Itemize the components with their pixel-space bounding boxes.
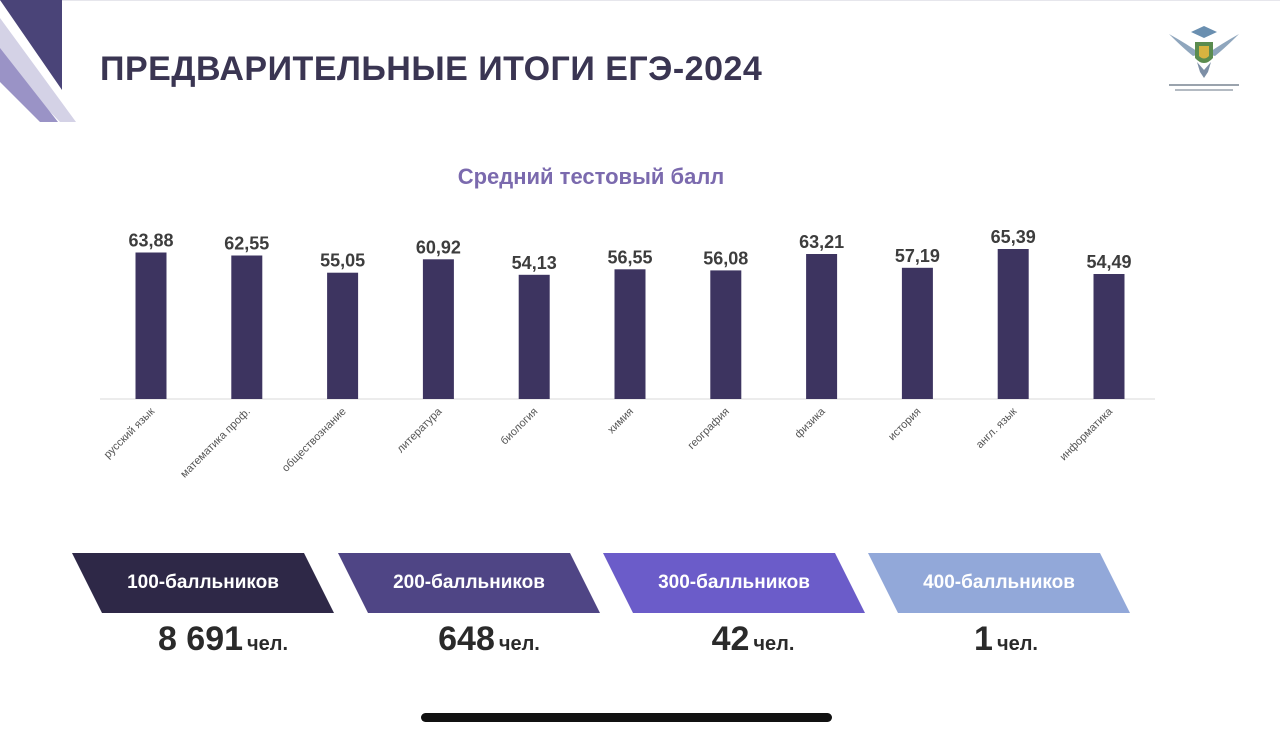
stat-label: 100-балльников xyxy=(127,572,279,593)
count-unit: чел. xyxy=(753,633,795,655)
bar xyxy=(1093,274,1125,399)
top-divider xyxy=(0,0,1280,1)
category-label: англ. язык xyxy=(974,406,1020,452)
category-label: информатика xyxy=(1058,405,1116,463)
bar xyxy=(901,267,933,399)
count-number: 42 xyxy=(711,620,750,658)
bar xyxy=(422,259,454,399)
ministry-logo xyxy=(1169,26,1239,91)
category-label: литература xyxy=(395,405,445,455)
bar xyxy=(710,270,742,399)
badge-shape xyxy=(338,553,600,613)
slide-title: ПРЕДВАРИТЕЛЬНЫЕ ИТОГИ ЕГЭ-2024 xyxy=(100,50,763,88)
value-label: 60,92 xyxy=(416,237,461,257)
value-label: 54,13 xyxy=(512,253,557,273)
badge-shape xyxy=(868,553,1130,613)
category-label: история xyxy=(886,406,923,443)
count-number: 648 xyxy=(438,620,495,658)
bar-chart: Средний тестовый балл 63,88 русский язык 6… xyxy=(100,164,1155,481)
bar xyxy=(327,272,359,399)
stat-label: 200-балльников xyxy=(393,572,545,593)
value-label: 65,39 xyxy=(991,227,1036,247)
category-label: география xyxy=(686,406,732,452)
category-label: русский язык xyxy=(102,406,157,461)
value-label: 56,55 xyxy=(607,247,652,267)
value-label: 63,21 xyxy=(799,232,844,252)
count-unit: чел. xyxy=(247,633,289,655)
stat-count-300: 42 чел. xyxy=(622,620,884,659)
stat-count-400: 1 чел. xyxy=(875,620,1137,659)
category-label: математика проф. xyxy=(178,406,253,481)
badge-shape xyxy=(603,553,865,613)
home-indicator[interactable] xyxy=(421,713,832,722)
corner-decoration xyxy=(0,0,76,122)
bar xyxy=(518,274,550,399)
stat-label: 400-балльников xyxy=(923,572,1075,593)
stat-badge-100: 100-балльников xyxy=(72,553,334,613)
bar xyxy=(997,249,1029,399)
stat-badge-300: 300-балльников xyxy=(603,553,865,613)
stat-count-100: 8 691 чел. xyxy=(92,620,354,659)
stat-label: 300-балльников xyxy=(658,572,810,593)
value-label: 55,05 xyxy=(320,251,365,271)
stat-badge-400: 400-балльников xyxy=(868,553,1130,613)
value-label: 54,49 xyxy=(1086,252,1131,272)
count-number: 1 xyxy=(974,620,993,658)
bar xyxy=(806,254,838,399)
stat-count-200: 648 чел. xyxy=(358,620,620,659)
stat-badge-200: 200-балльников xyxy=(338,553,600,613)
count-unit: чел. xyxy=(498,633,540,655)
count-number: 8 691 xyxy=(157,620,244,658)
bar xyxy=(135,252,167,399)
value-label: 63,88 xyxy=(128,231,173,251)
badge-shape xyxy=(72,553,334,613)
value-label: 57,19 xyxy=(895,246,940,266)
category-label: обществознание xyxy=(280,406,349,475)
value-label: 56,08 xyxy=(703,248,748,268)
category-label: физика xyxy=(793,405,829,441)
bar xyxy=(614,269,646,399)
category-label: биология xyxy=(499,406,541,448)
value-label: 62,55 xyxy=(224,234,269,254)
bar xyxy=(231,255,263,399)
count-unit: чел. xyxy=(996,633,1038,655)
chart-title: Средний тестовый балл xyxy=(458,164,725,189)
category-label: химия xyxy=(605,406,636,437)
